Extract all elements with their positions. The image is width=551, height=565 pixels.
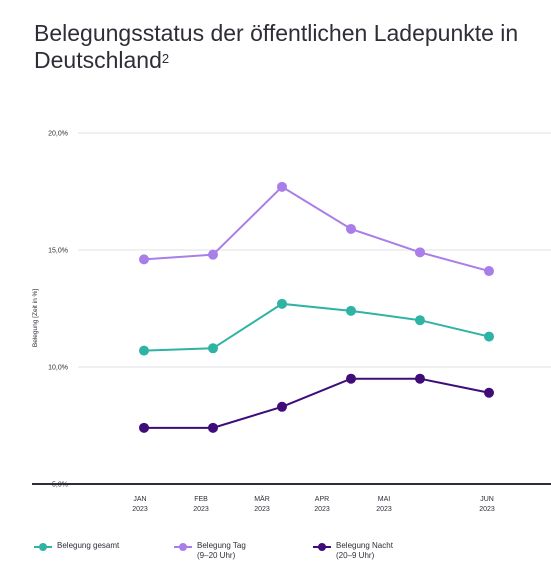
- legend-label-nacht-line2: (20–9 Uhr): [336, 551, 375, 560]
- data-point: [346, 305, 356, 316]
- data-point: [277, 401, 287, 412]
- legend-label-tag-line2: (9–20 Uhr): [197, 551, 236, 560]
- legend-dot-tag: [179, 543, 187, 551]
- legend-item-nacht: Belegung Nacht (20–9 Uhr): [313, 541, 393, 561]
- x-tick-label-month: JAN: [133, 496, 146, 503]
- x-tick-label-year: 2023: [132, 506, 148, 513]
- x-tick-label-year: 2023: [193, 506, 209, 513]
- legend-dot-nacht: [318, 543, 326, 551]
- series-line: [143, 302, 490, 352]
- data-point: [484, 387, 494, 398]
- legend-swatch-gesamt: [34, 543, 52, 551]
- legend-swatch-tag: [174, 543, 192, 551]
- x-tick-label-month: FEB: [194, 496, 208, 503]
- y-tick-label: 20,0%: [48, 131, 68, 138]
- x-tick-label-month: MAI: [378, 496, 391, 503]
- data-point: [139, 345, 149, 356]
- line-chart: 20,0% 15,0% 10,0% 5,0% Belegung [Zeit in %]…: [32, 131, 551, 513]
- legend-item-gesamt: Belegung gesamt: [34, 541, 119, 551]
- y-tick-label: 10,0%: [48, 365, 68, 372]
- legend: Belegung gesamt Belegung Tag (9–20 Uhr) …: [0, 541, 551, 565]
- y-tick-label: 5,0%: [52, 482, 68, 489]
- legend-swatch-nacht: [313, 543, 331, 551]
- y-tick-label: 15,0%: [48, 248, 68, 255]
- legend-label-nacht: Belegung Nacht (20–9 Uhr): [336, 541, 393, 561]
- data-point: [277, 298, 287, 309]
- chart-title-text: Belegungsstatus der öffentlichen Ladepun…: [34, 20, 519, 73]
- x-tick-label-month: JUN: [480, 496, 494, 503]
- data-point: [277, 181, 287, 192]
- data-point: [484, 266, 494, 277]
- data-point: [208, 422, 218, 433]
- x-axis-ticks: JAN 2023 FEB 2023 MÄR 2023 APR 2023 MAI 2023 JUN 20…: [132, 495, 495, 513]
- series-line: [143, 185, 490, 273]
- x-tick-label-year: 2023: [376, 506, 392, 513]
- legend-dot-gesamt: [39, 543, 47, 551]
- y-axis-label: Belegung [Zeit in %]: [32, 289, 39, 347]
- chart-title: Belegungsstatus der öffentlichen Ladepun…: [34, 20, 534, 74]
- data-point: [346, 373, 356, 384]
- data-point: [208, 343, 218, 354]
- legend-label-nacht-line1: Belegung Nacht: [336, 541, 393, 550]
- series-1: [139, 298, 494, 356]
- x-tick-label-month: MÄR: [254, 495, 270, 503]
- data-point: [139, 422, 149, 433]
- legend-label-tag: Belegung Tag (9–20 Uhr): [197, 541, 246, 561]
- data-point: [139, 254, 149, 265]
- grid-layer: [32, 132, 551, 485]
- series-2: [139, 181, 494, 277]
- data-point: [415, 247, 425, 258]
- chart-title-footnote: 2: [161, 51, 170, 66]
- legend-label-gesamt-line1: Belegung gesamt: [57, 541, 120, 550]
- data-point: [346, 223, 356, 234]
- data-point: [415, 315, 425, 326]
- series-layer: [139, 181, 494, 433]
- x-tick-label-year: 2023: [314, 506, 330, 513]
- x-tick-label-year: 2023: [254, 506, 270, 513]
- data-point: [484, 331, 494, 342]
- x-tick-label-month: APR: [315, 496, 329, 503]
- y-axis-ticks: 20,0% 15,0% 10,0% 5,0%: [48, 131, 68, 489]
- data-point: [208, 249, 218, 260]
- data-point: [415, 373, 425, 384]
- legend-item-tag: Belegung Tag (9–20 Uhr): [174, 541, 246, 561]
- series-line: [144, 377, 490, 429]
- series-3: [139, 373, 494, 433]
- x-tick-label-year: 2023: [479, 506, 495, 513]
- legend-label-tag-line1: Belegung Tag: [197, 541, 246, 550]
- legend-label-gesamt: Belegung gesamt: [57, 541, 119, 551]
